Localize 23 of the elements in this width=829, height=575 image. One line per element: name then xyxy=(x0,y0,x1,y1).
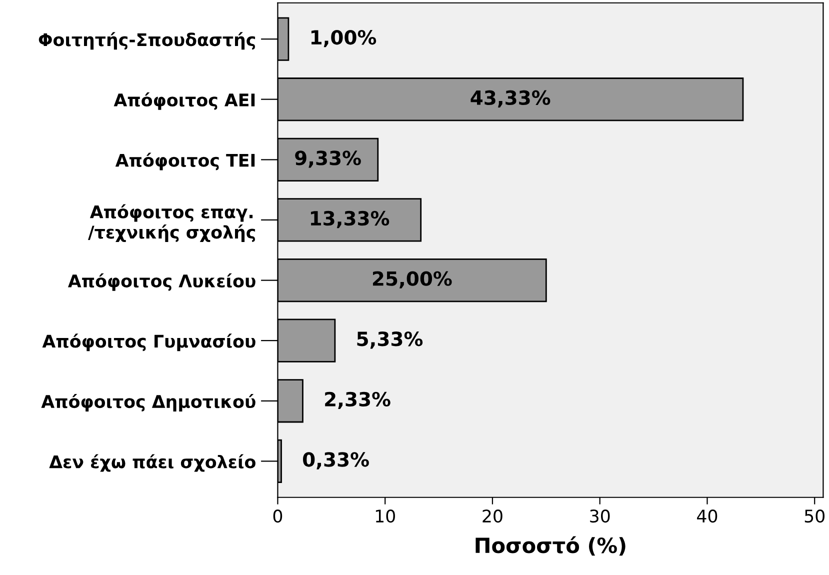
data-label: 1,00% xyxy=(311,30,376,48)
y-tick-label: Φοιτητής-Σπουδαστής xyxy=(38,32,256,50)
x-tick-label: 40 xyxy=(697,509,718,523)
y-tick-label: Απόφοιτος Δημοτικού xyxy=(41,394,256,412)
y-tick-label: Απόφοιτος επαγ. /τεχνικής σχολής xyxy=(88,204,256,242)
data-label: 9,33% xyxy=(295,150,361,168)
x-tick-label: 30 xyxy=(590,509,610,523)
y-tick-label: Απόφοιτος Λυκείου xyxy=(68,273,256,291)
x-tick-label: 0 xyxy=(273,509,282,523)
x-axis-title: Ποσοστό (%) xyxy=(476,536,626,556)
data-label: 0,33% xyxy=(303,452,369,470)
x-tick-label: 10 xyxy=(376,509,395,523)
data-label: 2,33% xyxy=(325,392,390,410)
x-tick-label: 50 xyxy=(804,509,824,523)
y-tick-label: Δεν έχω πάει σχολείο xyxy=(49,454,256,472)
y-tick-label: Απόφοιτος ΤΕΙ xyxy=(115,152,255,170)
y-tick-label: Απόφοιτος Γυμνασίου xyxy=(42,334,256,352)
data-label: 25,00% xyxy=(372,271,452,288)
data-label: 5,33% xyxy=(357,332,423,349)
x-tick-label: 20 xyxy=(482,509,502,523)
data-label: 43,33% xyxy=(470,90,550,108)
y-tick-label: Απόφοιτος ΑΕΙ xyxy=(114,92,255,110)
data-label: 13,33% xyxy=(310,210,390,228)
